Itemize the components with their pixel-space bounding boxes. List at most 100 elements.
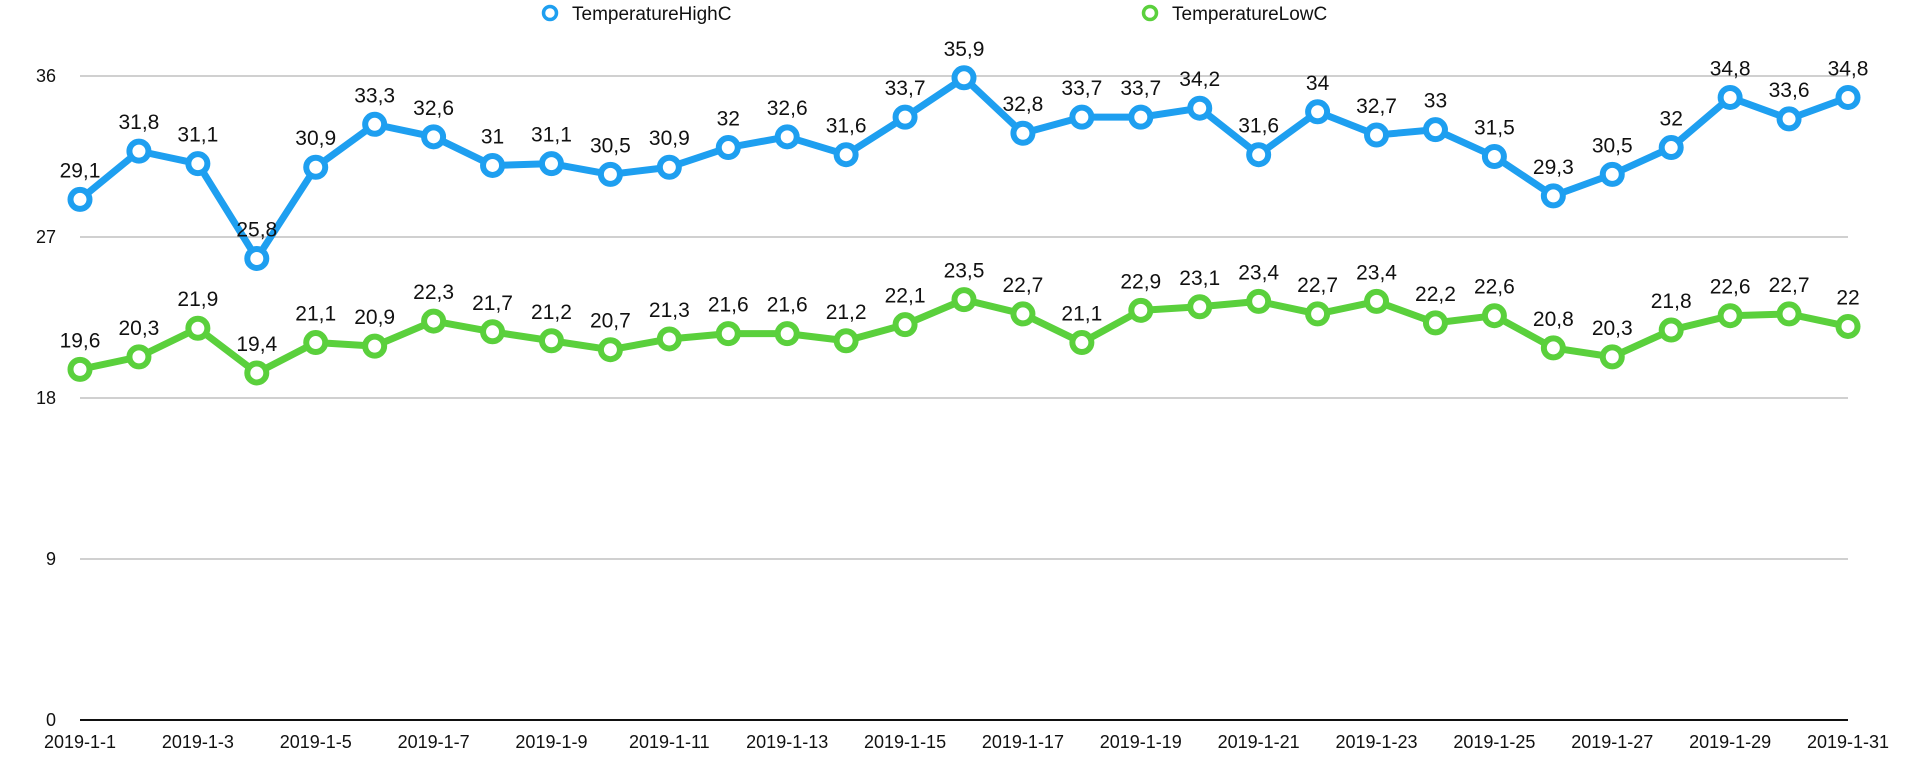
data-label: 32,8 <box>1002 93 1043 116</box>
data-point <box>1658 317 1684 343</box>
data-label: 22,7 <box>1769 274 1810 297</box>
data-point <box>1069 330 1095 356</box>
y-tick-label: 18 <box>36 388 56 408</box>
data-label: 20,8 <box>1533 308 1574 331</box>
data-label: 34,2 <box>1179 68 1220 91</box>
data-label: 19,6 <box>60 329 101 352</box>
data-label: 32,7 <box>1356 95 1397 118</box>
data-label: 19,4 <box>236 333 277 356</box>
data-point <box>67 356 93 382</box>
data-label: 30,9 <box>295 127 336 150</box>
data-point <box>126 138 152 164</box>
gridlines <box>80 75 1848 721</box>
data-point <box>1717 84 1743 110</box>
data-label: 21,6 <box>708 294 749 317</box>
data-point <box>1305 99 1331 125</box>
legend: TemperatureHighC TemperatureLowC <box>541 4 1327 25</box>
data-label: 25,8 <box>236 218 277 241</box>
data-point <box>538 151 564 177</box>
data-label: 22,9 <box>1120 270 1161 293</box>
data-point <box>1187 294 1213 320</box>
x-tick-label: 2019-1-13 <box>746 732 828 752</box>
data-point <box>480 319 506 345</box>
data-point <box>1422 310 1448 336</box>
data-label: 23,4 <box>1356 261 1397 284</box>
x-tick-label: 2019-1-9 <box>515 732 587 752</box>
data-label: 23,4 <box>1238 261 1279 284</box>
data-point <box>1540 183 1566 209</box>
x-axis: 2019-1-1 2019-1-3 2019-1-5 2019-1-7 2019-1-9… <box>44 732 1889 752</box>
y-tick-label: 27 <box>36 227 56 247</box>
legend-item: TemperatureHighC <box>541 4 731 25</box>
data-label: 31,8 <box>118 111 159 134</box>
x-tick-label: 2019-1-3 <box>162 732 234 752</box>
data-point <box>1776 301 1802 327</box>
legend-marker <box>1141 4 1159 22</box>
x-tick-label: 2019-1-19 <box>1100 732 1182 752</box>
data-point <box>1717 303 1743 329</box>
data-point <box>951 287 977 313</box>
data-point <box>951 65 977 91</box>
data-point <box>597 161 623 187</box>
data-label: 33,7 <box>1120 77 1161 100</box>
x-tick-label: 2019-1-15 <box>864 732 946 752</box>
data-point <box>774 124 800 150</box>
data-point <box>244 245 270 271</box>
x-tick-label: 2019-1-7 <box>398 732 470 752</box>
data-point <box>303 154 329 180</box>
data-point <box>892 312 918 338</box>
data-label: 20,3 <box>118 317 159 340</box>
data-point <box>480 152 506 178</box>
data-point <box>1069 104 1095 130</box>
x-tick-label: 2019-1-5 <box>280 732 352 752</box>
data-point <box>185 315 211 341</box>
data-point <box>67 186 93 212</box>
data-label: 32,6 <box>413 97 454 120</box>
y-tick-label: 36 <box>36 66 56 86</box>
data-point <box>185 151 211 177</box>
data-label: 34,8 <box>1710 57 1751 80</box>
data-label: 22,3 <box>413 281 454 304</box>
series-TemperatureHighC: 29,1 31,8 31,1 25,8 30,9 33,3 32,6 31 31,1 30,5 30… <box>60 38 1868 271</box>
data-label: 21,1 <box>295 303 336 326</box>
data-point <box>1128 297 1154 323</box>
series-layer: 29,1 31,8 31,1 25,8 30,9 33,3 32,6 31 31,1 30,5 30… <box>60 38 1868 386</box>
legend-label: TemperatureLowC <box>1172 4 1327 25</box>
data-point <box>1246 288 1272 314</box>
data-label: 20,7 <box>590 310 631 333</box>
data-point <box>1658 135 1684 161</box>
data-label: 22,1 <box>885 285 926 308</box>
data-point <box>1187 95 1213 121</box>
data-label: 22,6 <box>1474 276 1515 299</box>
data-point <box>597 337 623 363</box>
data-label: 21,3 <box>649 299 690 322</box>
y-axis: 0 9 18 27 36 <box>36 66 56 730</box>
data-point <box>715 321 741 347</box>
data-label: 21,2 <box>531 301 572 324</box>
data-point <box>1010 120 1036 146</box>
data-point <box>833 328 859 354</box>
data-label: 22 <box>1836 286 1859 309</box>
x-tick-label: 2019-1-25 <box>1453 732 1535 752</box>
x-tick-label: 2019-1-17 <box>982 732 1064 752</box>
data-label: 32 <box>717 108 740 131</box>
data-label: 21,6 <box>767 294 808 317</box>
series-line <box>76 74 1852 262</box>
data-label: 34 <box>1306 72 1330 95</box>
data-point <box>1364 122 1390 148</box>
data-label: 31,6 <box>1238 115 1279 138</box>
data-label: 31,1 <box>531 124 572 147</box>
x-tick-label: 2019-1-27 <box>1571 732 1653 752</box>
data-point <box>774 321 800 347</box>
data-label: 35,9 <box>944 38 985 61</box>
data-label: 23,5 <box>944 260 985 283</box>
data-point <box>892 104 918 130</box>
data-label: 22,7 <box>1002 274 1043 297</box>
data-point <box>1835 313 1861 339</box>
data-point <box>1128 104 1154 130</box>
data-point <box>1422 117 1448 143</box>
data-label: 33,3 <box>354 84 395 107</box>
data-label: 32 <box>1660 108 1683 131</box>
data-label: 23,1 <box>1179 267 1220 290</box>
x-tick-label: 2019-1-31 <box>1807 732 1889 752</box>
